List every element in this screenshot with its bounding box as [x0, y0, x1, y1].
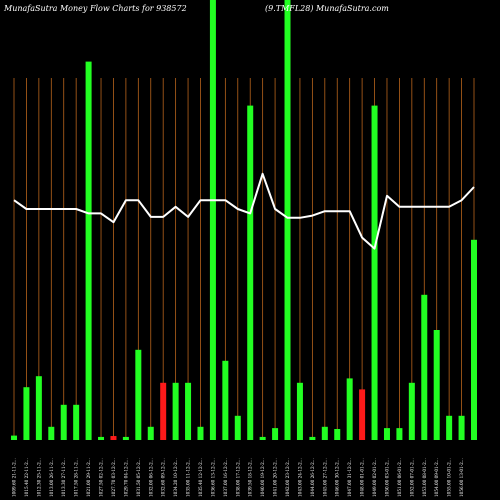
- x-tick-label: 1038.00 17-12-2...: [235, 458, 240, 497]
- x-tick-label: 1040.00 19-12-2...: [260, 458, 265, 497]
- tick-label-layer: 1009.60 21-11-2... 1015.40 22-11-2... 1012…: [12, 458, 465, 497]
- x-tick-label: 1027.50 02-12-2...: [99, 458, 104, 497]
- money-flow-bar: [383, 428, 390, 440]
- money-flow-bar: [160, 382, 167, 440]
- x-tick-label: 1047.00 31-12-2...: [347, 458, 352, 497]
- x-tick-label: 1045.00 27-12-2...: [322, 458, 327, 497]
- money-flow-bar: [408, 382, 415, 440]
- money-flow-bar: [321, 426, 328, 440]
- bar-layer: [11, 0, 477, 440]
- money-flow-bar: [48, 426, 55, 440]
- money-flow-bar: [471, 239, 477, 440]
- money-flow-bar: [433, 330, 440, 440]
- money-flow-bar: [135, 349, 142, 440]
- x-tick-label: 1032.00 06-12-2...: [148, 458, 153, 497]
- money-flow-bar: [98, 436, 105, 440]
- money-flow-bar: [35, 376, 42, 440]
- money-flow-bar: [371, 105, 378, 440]
- x-tick-label: 1012.30 25-11-2...: [36, 458, 41, 497]
- money-flow-bar: [147, 426, 154, 440]
- x-tick-label: 1055.00 10-01-2...: [447, 458, 452, 497]
- x-tick-label: 1029.70 04-12-2...: [123, 458, 128, 497]
- money-flow-bar: [421, 294, 428, 440]
- money-flow-bar: [396, 428, 403, 440]
- money-flow-bar: [197, 426, 204, 440]
- x-tick-label: 1054.00 09-01-2...: [434, 458, 439, 497]
- x-tick-label: 1048.00 01-01-2...: [360, 458, 365, 497]
- money-flow-bar: [284, 0, 291, 440]
- money-flow-bar: [334, 429, 341, 440]
- money-flow-bar: [458, 415, 465, 440]
- money-flow-bar: [60, 404, 67, 440]
- x-tick-label: 1031.50 05-12-2...: [136, 458, 141, 497]
- money-flow-bar: [122, 436, 129, 440]
- x-tick-label: 1049.00 02-01-2...: [372, 458, 377, 497]
- x-tick-label: 1053.00 08-01-2...: [422, 458, 427, 497]
- x-tick-label: 1044.00 26-12-2...: [310, 458, 315, 497]
- money-flow-bar: [23, 387, 30, 440]
- money-flow-bar: [11, 435, 17, 440]
- money-flow-bar: [85, 61, 92, 440]
- money-flow-bar: [247, 105, 254, 440]
- money-flow-bar: [234, 415, 241, 440]
- money-flow-bar: [309, 436, 316, 440]
- x-tick-label: 1035.40 12-12-2...: [198, 458, 203, 497]
- x-tick-label: 1052.00 07-01-2...: [409, 458, 414, 497]
- x-tick-label: 1039.50 18-12-2...: [248, 458, 253, 497]
- money-flow-bar: [172, 382, 179, 440]
- money-flow-bar: [296, 382, 303, 440]
- x-tick-label: 1051.00 06-01-2...: [397, 458, 402, 497]
- x-tick-label: 1013.30 27-11-2...: [61, 458, 66, 497]
- x-tick-label: 1032.60 09-12-2...: [161, 458, 166, 497]
- chart-title: MunafaSutra Money Flow Charts for 938572: [3, 4, 187, 13]
- flow-line: [13, 172, 475, 250]
- money-flow-bar: [110, 436, 117, 440]
- x-tick-label: 1056.00 13-01-2...: [459, 458, 464, 497]
- flow-line-layer: [13, 172, 475, 250]
- x-tick-label: 1041.00 20-12-2...: [273, 458, 278, 497]
- money-flow-bar: [73, 404, 80, 440]
- money-flow-bar: [222, 360, 229, 440]
- x-tick-label: 1036.60 13-12-2...: [210, 458, 215, 497]
- money-flow-bar: [346, 378, 353, 440]
- money-flow-bar: [446, 415, 453, 440]
- money-flow-bar: [272, 428, 279, 440]
- x-tick-label: 1015.40 22-11-2...: [24, 458, 29, 497]
- x-tick-label: 1042.00 23-12-2...: [285, 458, 290, 497]
- x-tick-label: 1021.00 29-11-2...: [86, 458, 91, 497]
- x-tick-label: 1009.60 21-11-2...: [12, 458, 17, 497]
- money-flow-bar: [209, 0, 216, 440]
- x-tick-label: 1046.00 30-12-2...: [335, 458, 340, 497]
- x-tick-label: 1034.20 10-12-2...: [173, 458, 178, 497]
- x-tick-label: 1027.70 03-12-2...: [111, 458, 116, 497]
- x-tick-label: 1043.00 24-12-2...: [297, 458, 302, 497]
- x-tick-label: 1013.00 26-11-2...: [49, 458, 54, 497]
- money-flow-bar: [185, 382, 192, 440]
- x-tick-label: 1050.00 03-01-2...: [384, 458, 389, 497]
- money-flow-bar: [359, 389, 366, 440]
- x-tick-label: 1035.00 11-12-2...: [186, 458, 191, 497]
- x-tick-label: 1017.50 28-11-2...: [74, 458, 79, 497]
- chart-subtitle: (9.TMFL28) MunafaSutra.com: [265, 4, 389, 13]
- money-flow-bar: [259, 436, 266, 440]
- x-tick-label: 1037.00 16-12-2...: [223, 458, 228, 497]
